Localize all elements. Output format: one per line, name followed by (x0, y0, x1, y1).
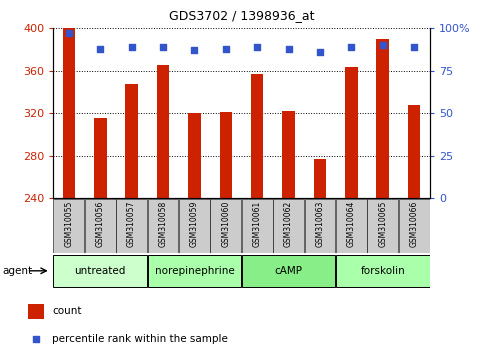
Point (128, 44, 135, 50)
Bar (54, 255, 147, 287)
Bar (314, 159, 327, 198)
Bar (126, 84, 138, 198)
Text: GSM310060: GSM310060 (221, 200, 230, 247)
Bar (282, 111, 295, 198)
Text: GSM310058: GSM310058 (158, 200, 168, 247)
Bar (85, 199, 115, 252)
Bar (94, 118, 107, 198)
Bar (336, 255, 429, 287)
Point (222, 46, 230, 52)
Bar (251, 74, 264, 198)
Text: agent: agent (2, 266, 32, 276)
Bar (345, 67, 358, 198)
Text: GSM310061: GSM310061 (253, 200, 262, 247)
Bar (220, 112, 232, 198)
Point (65, 30, 73, 36)
Point (253, 44, 261, 50)
Bar (242, 255, 335, 287)
Text: GSM310057: GSM310057 (127, 200, 136, 247)
Bar (148, 199, 178, 252)
Text: GSM310066: GSM310066 (410, 200, 419, 247)
Text: norepinephrine: norepinephrine (155, 266, 234, 276)
Point (97, 46, 104, 52)
Text: GSM310055: GSM310055 (64, 200, 73, 247)
Text: GSM310063: GSM310063 (315, 200, 325, 247)
Point (316, 49, 324, 55)
Text: count: count (53, 307, 82, 316)
Bar (273, 199, 304, 252)
Bar (28, 304, 44, 319)
Text: untreated: untreated (74, 266, 126, 276)
Bar (116, 199, 147, 252)
Point (348, 219, 356, 225)
Bar (377, 39, 389, 198)
Text: percentile rank within the sample: percentile rank within the sample (53, 334, 228, 344)
Bar (336, 199, 367, 252)
Text: cAMP: cAMP (275, 266, 302, 276)
Bar (156, 65, 169, 198)
Bar (368, 199, 398, 252)
Text: GSM310062: GSM310062 (284, 200, 293, 247)
Text: forskolin: forskolin (360, 266, 405, 276)
Bar (148, 255, 241, 287)
Bar (211, 199, 241, 252)
Text: GDS3702 / 1398936_at: GDS3702 / 1398936_at (169, 9, 314, 22)
Bar (54, 199, 84, 252)
Bar (63, 28, 75, 198)
Bar (399, 199, 429, 252)
Bar (408, 105, 420, 198)
Text: GSM310064: GSM310064 (347, 200, 356, 247)
Bar (305, 199, 335, 252)
Bar (179, 199, 210, 252)
Text: GSM310056: GSM310056 (96, 200, 105, 247)
Point (379, 42, 387, 48)
Text: GSM310065: GSM310065 (378, 200, 387, 247)
Point (411, 44, 418, 50)
Text: GSM310059: GSM310059 (190, 200, 199, 247)
Bar (188, 113, 201, 198)
Point (191, 47, 199, 53)
Point (159, 44, 167, 50)
Point (348, 44, 355, 50)
Point (285, 46, 293, 52)
Bar (242, 199, 272, 252)
